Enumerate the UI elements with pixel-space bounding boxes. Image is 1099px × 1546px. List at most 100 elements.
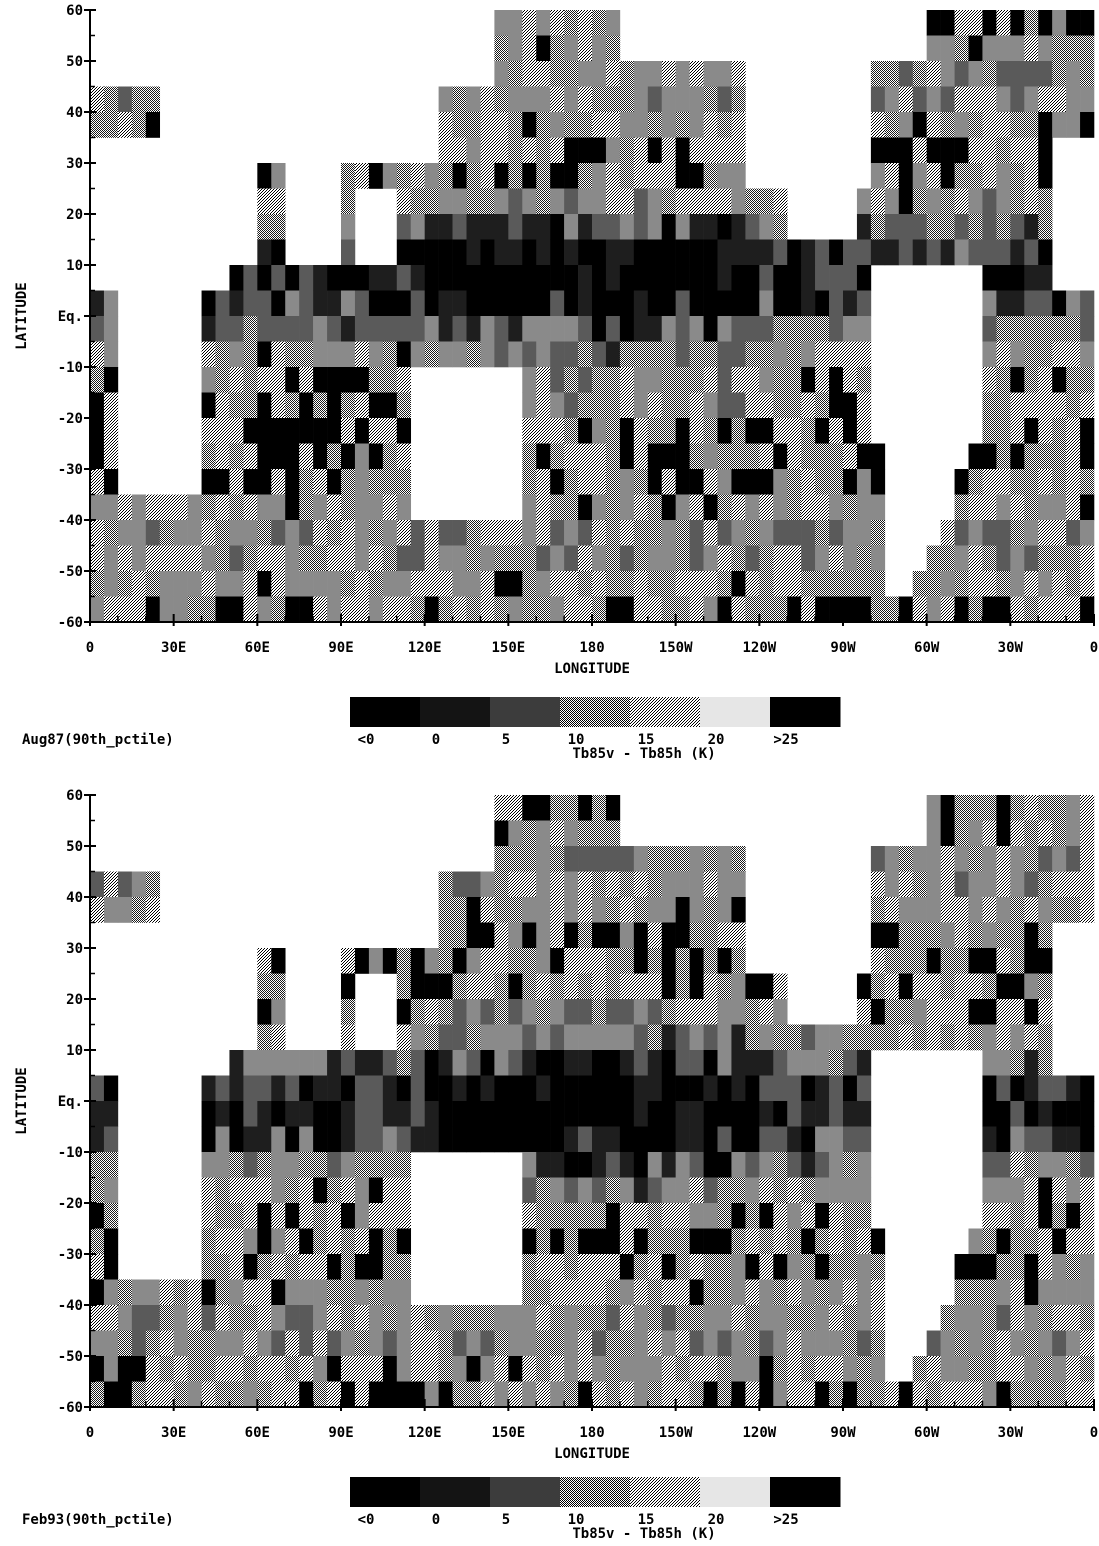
heatmap-cell: [201, 596, 216, 623]
heatmap-cell: [689, 897, 704, 923]
heatmap-cell: [1024, 443, 1039, 470]
heatmap-cell: [564, 922, 579, 949]
heatmap-cell: [410, 290, 425, 317]
heatmap-cell: [689, 1279, 704, 1306]
heatmap-cell: [661, 1152, 676, 1178]
heatmap-cell: [996, 545, 1011, 572]
heatmap-cell: [633, 290, 649, 317]
heatmap-cell: [578, 820, 593, 847]
heatmap-cell: [773, 392, 788, 419]
heatmap-cell: [996, 846, 1011, 872]
heatmap-cell: [633, 1279, 649, 1306]
heatmap-cell: [1024, 1050, 1039, 1076]
heatmap-cell: [243, 443, 258, 470]
heatmap-cell: [787, 469, 802, 495]
heatmap-cell: [285, 520, 300, 546]
heatmap-cell: [1066, 1279, 1081, 1306]
heatmap-cell: [396, 367, 412, 393]
heatmap-cell: [131, 520, 147, 546]
heatmap-cell: [717, 1050, 732, 1076]
heatmap-cell: [675, 1050, 690, 1076]
heatmap-cell: [382, 571, 398, 597]
colorbar-tick-label: 10: [568, 732, 585, 748]
heatmap-cell: [619, 86, 635, 113]
heatmap-cell: [243, 571, 258, 597]
heatmap-cell: [982, 494, 997, 521]
heatmap-cell: [675, 290, 690, 317]
heatmap-cell: [731, 1152, 746, 1178]
heatmap-cell: [1024, 35, 1039, 62]
heatmap-cell: [103, 897, 119, 923]
heatmap-cell: [522, 1075, 537, 1102]
heatmap-cell: [522, 897, 537, 923]
heatmap-cell: [619, 188, 635, 215]
heatmap-cell: [494, 290, 509, 317]
heatmap-cell: [229, 1050, 244, 1076]
heatmap-cell: [382, 316, 398, 342]
heatmap-cell: [257, 1254, 272, 1280]
heatmap-cell: [1038, 795, 1053, 821]
heatmap-cell: [968, 948, 983, 974]
heatmap-cell: [117, 897, 133, 923]
heatmap-cell: [201, 367, 216, 393]
heatmap-cell: [773, 1228, 788, 1255]
heatmap-cell: [996, 1050, 1011, 1076]
heatmap-cell: [996, 1024, 1011, 1051]
heatmap-cell: [731, 1330, 746, 1357]
heatmap-cell: [578, 418, 593, 444]
heatmap-cell: [494, 596, 509, 623]
heatmap-cell: [619, 239, 635, 266]
heatmap-cell: [243, 1177, 258, 1204]
heatmap-cell: [745, 1305, 760, 1331]
heatmap-cell: [494, 316, 509, 342]
heatmap-cell: [313, 392, 328, 419]
heatmap-cell: [438, 999, 453, 1025]
heatmap-cell: [550, 1254, 565, 1280]
heatmap-cell: [926, 112, 941, 138]
heatmap-cell: [480, 999, 495, 1025]
heatmap-cell: [564, 1101, 579, 1127]
heatmap-cell: [815, 520, 830, 546]
heatmap-cell: [689, 948, 704, 974]
heatmap-cell: [536, 1075, 551, 1102]
heatmap-cell: [494, 973, 509, 1000]
heatmap-cell: [508, 290, 523, 317]
heatmap-cell: [940, 61, 955, 87]
heatmap-cell: [619, 1356, 635, 1382]
colorbar-swatch: [630, 697, 701, 727]
heatmap-cell: [717, 897, 732, 923]
heatmap-cell: [564, 10, 579, 36]
heatmap-cell: [968, 469, 983, 495]
heatmap-cell: [954, 137, 969, 164]
heatmap-cell: [494, 1356, 509, 1382]
heatmap-cell: [1038, 897, 1053, 923]
heatmap-cell: [522, 571, 537, 597]
heatmap-cell: [940, 10, 955, 36]
heatmap-cell: [522, 35, 537, 62]
heatmap-cell: [1052, 1228, 1067, 1255]
heatmap-cell: [996, 10, 1011, 36]
heatmap-cell: [271, 265, 286, 291]
heatmap-cell: [661, 1330, 676, 1357]
heatmap-cell: [801, 1228, 816, 1255]
heatmap-cell: [578, 1305, 593, 1331]
heatmap-cell: [550, 443, 565, 470]
heatmap-cell: [592, 1254, 607, 1280]
heatmap-cell: [912, 112, 927, 138]
heatmap-cell: [536, 86, 551, 113]
heatmap-cell: [592, 392, 607, 419]
heatmap-cell: [759, 545, 774, 572]
heatmap-cell: [550, 1279, 565, 1306]
heatmap-cell: [257, 1381, 272, 1408]
heatmap-cell: [787, 520, 802, 546]
heatmap-cell: [912, 239, 927, 266]
heatmap-cell: [327, 1381, 342, 1408]
heatmap-cell: [466, 1050, 481, 1076]
heatmap-cell: [1024, 922, 1039, 949]
heatmap-cell: [536, 494, 551, 521]
heatmap-cell: [550, 35, 565, 62]
heatmap-cell: [522, 469, 537, 495]
heatmap-cell: [341, 1228, 356, 1255]
heatmap-cell: [843, 418, 858, 444]
heatmap-cell: [1066, 494, 1081, 521]
